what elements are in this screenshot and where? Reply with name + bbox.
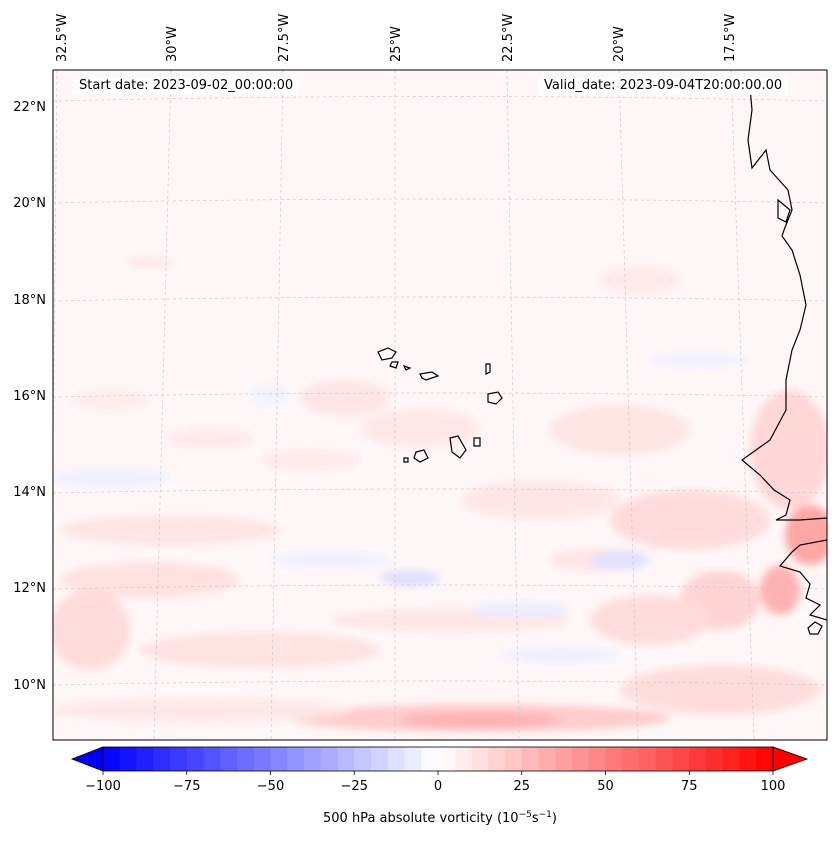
colorbar-cell bbox=[588, 747, 606, 771]
lon-label: 22.5°W bbox=[501, 14, 516, 62]
colorbar-tick-label: 75 bbox=[681, 779, 698, 794]
colorbar-tick-label: 100 bbox=[761, 779, 786, 794]
lat-label: 12°N bbox=[13, 581, 46, 596]
lon-label: 17.5°W bbox=[723, 14, 738, 62]
colorbar-cell bbox=[371, 747, 389, 771]
colorbar-extend-min bbox=[70, 746, 104, 772]
colorbar-cell bbox=[739, 747, 757, 771]
colorbar-cell bbox=[521, 747, 539, 771]
lat-label: 22°N bbox=[13, 100, 46, 115]
colorbar-cell bbox=[203, 747, 221, 771]
colorbar-tick-label: 0 bbox=[434, 779, 442, 794]
latitude-labels: 22°N 20°N 18°N 16°N 14°N 12°N 10°N bbox=[13, 100, 46, 693]
colorbar-cell bbox=[555, 747, 573, 771]
colorbar-cell bbox=[153, 747, 171, 771]
colorbar-cell bbox=[136, 747, 154, 771]
cape-verde-islands bbox=[377, 347, 503, 463]
colorbar-cell bbox=[454, 747, 472, 771]
colorbar-cell bbox=[471, 747, 489, 771]
lat-label: 10°N bbox=[13, 678, 46, 693]
colorbar-cell bbox=[706, 747, 724, 771]
colorbar: −100 −75 −50 −25 0 25 50 75 100 500 hPa absolute… bbox=[70, 746, 809, 826]
lat-label: 18°N bbox=[13, 293, 46, 308]
colorbar-label: 500 hPa absolute vorticity (10−5s−1) bbox=[323, 810, 557, 826]
lon-label: 20°W bbox=[612, 26, 627, 62]
map-frame bbox=[52, 69, 828, 741]
lat-label: 14°N bbox=[13, 485, 46, 500]
colorbar-ticks: −100 −75 −50 −25 0 25 50 75 100 bbox=[85, 771, 785, 794]
colorbar-cell bbox=[421, 747, 439, 771]
graticule bbox=[53, 70, 827, 740]
colorbar-cell bbox=[304, 747, 322, 771]
colorbar-cell bbox=[287, 747, 305, 771]
colorbar-cells bbox=[103, 747, 774, 771]
colorbar-extend-max bbox=[772, 746, 809, 772]
colorbar-cell bbox=[672, 747, 690, 771]
colorbar-cell bbox=[170, 747, 188, 771]
colorbar-cell bbox=[572, 747, 590, 771]
colorbar-tick-label: 50 bbox=[597, 779, 614, 794]
colorbar-cell bbox=[605, 747, 623, 771]
longitude-labels: 32.5°W 30°W 27.5°W 25°W 22.5°W 20°W 17.5… bbox=[55, 14, 738, 62]
colorbar-cell bbox=[689, 747, 707, 771]
colorbar-cell bbox=[505, 747, 523, 771]
colorbar-cell bbox=[622, 747, 640, 771]
colorbar-cell bbox=[639, 747, 657, 771]
africa-coastline bbox=[741, 87, 827, 521]
lon-label: 30°W bbox=[165, 26, 180, 62]
lon-label: 27.5°W bbox=[277, 14, 292, 62]
colorbar-cell bbox=[337, 747, 355, 771]
colorbar-cell bbox=[354, 747, 372, 771]
colorbar-tick-label: −25 bbox=[341, 779, 368, 794]
colorbar-cell bbox=[438, 747, 456, 771]
colorbar-cell bbox=[186, 747, 204, 771]
colorbar-cell bbox=[387, 747, 405, 771]
colorbar-cell bbox=[270, 747, 288, 771]
colorbar-cell bbox=[237, 747, 255, 771]
colorbar-tick-label: 25 bbox=[513, 779, 530, 794]
colorbar-cell bbox=[756, 747, 774, 771]
vorticity-field bbox=[53, 70, 827, 740]
colorbar-tick-label: −75 bbox=[173, 779, 200, 794]
colorbar-tick-label: −50 bbox=[257, 779, 284, 794]
lat-label: 20°N bbox=[13, 196, 46, 211]
valid-date-label: Valid_date: 2023-09-04T20:00:00.00 bbox=[538, 77, 789, 95]
colorbar-cell bbox=[488, 747, 506, 771]
lon-label: 25°W bbox=[389, 26, 404, 62]
colorbar-cell bbox=[320, 747, 338, 771]
colorbar-cell bbox=[253, 747, 271, 771]
colorbar-cell bbox=[722, 747, 740, 771]
start-date-label: Start date: 2023-09-02_00:00:00 bbox=[73, 77, 300, 95]
colorbar-cell bbox=[103, 747, 121, 771]
colorbar-tick-label: −100 bbox=[85, 779, 121, 794]
colorbar-cell bbox=[655, 747, 673, 771]
lon-label: 32.5°W bbox=[55, 14, 70, 62]
coastline bbox=[741, 87, 827, 635]
colorbar-cell bbox=[220, 747, 238, 771]
colorbar-cell bbox=[538, 747, 556, 771]
colorbar-cell bbox=[404, 747, 422, 771]
colorbar-cell bbox=[119, 747, 137, 771]
lat-label: 16°N bbox=[13, 389, 46, 404]
